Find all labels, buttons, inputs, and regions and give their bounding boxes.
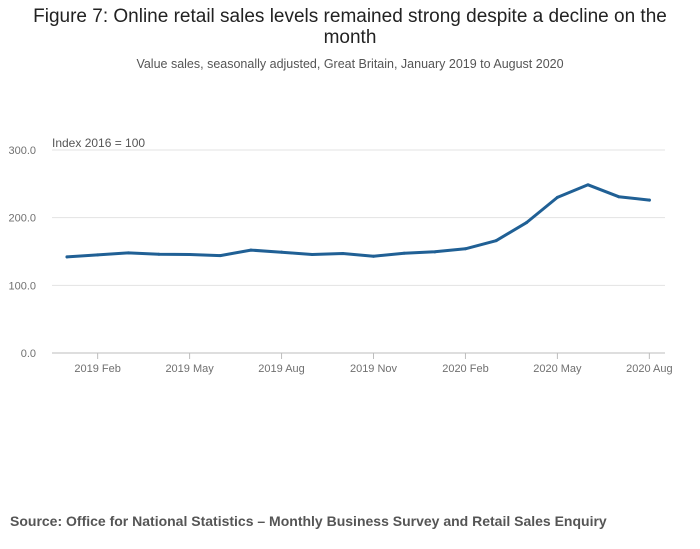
x-tick-label: 2020 Feb [442, 363, 488, 375]
data-point [525, 220, 529, 224]
data-point [249, 248, 253, 252]
series-group [65, 183, 651, 259]
chart-subtitle: Value sales, seasonally adjusted, Great … [136, 57, 564, 71]
chart-title: Figure 7: Online retail sales levels rem… [33, 6, 667, 48]
data-point [218, 254, 222, 258]
data-point [463, 247, 467, 251]
x-axis: 2019 Feb 2019 May 2019 Aug 2019 Nov 2020 Feb… [74, 353, 673, 375]
gridlines [52, 149, 665, 354]
y-axis-unit-label: Index 2016 = 100 [52, 136, 145, 150]
data-point [647, 198, 651, 202]
data-point [586, 183, 590, 187]
source-note: Source: Office for National Statistics –… [10, 513, 607, 529]
x-tick-label: 2019 May [165, 363, 214, 375]
data-point [617, 195, 621, 199]
x-tick-label: 2020 Aug [626, 363, 673, 375]
x-tick-label: 2019 Nov [350, 363, 398, 375]
data-point [188, 253, 192, 257]
data-point [341, 252, 345, 256]
series-line [65, 183, 651, 259]
y-tick-label: 200.0 [8, 213, 36, 225]
y-tick-label: 0.0 [21, 348, 36, 360]
data-point [126, 251, 130, 255]
x-tick-label: 2019 Aug [258, 363, 305, 375]
data-point [310, 253, 314, 257]
y-tick-label: 100.0 [8, 280, 36, 292]
data-point [157, 252, 161, 256]
data-point [494, 239, 498, 243]
data-point [280, 250, 284, 254]
y-tick-label: 300.0 [8, 145, 36, 157]
data-point [372, 254, 375, 258]
data-point [65, 255, 69, 259]
data-point [402, 251, 406, 255]
y-axis: 0.0 100.0 200.0 300.0 [8, 145, 36, 360]
data-point [96, 253, 100, 257]
data-point [433, 250, 437, 254]
x-tick-label: 2019 Feb [74, 363, 120, 375]
x-tick-label: 2020 May [533, 363, 582, 375]
data-point [555, 195, 559, 199]
